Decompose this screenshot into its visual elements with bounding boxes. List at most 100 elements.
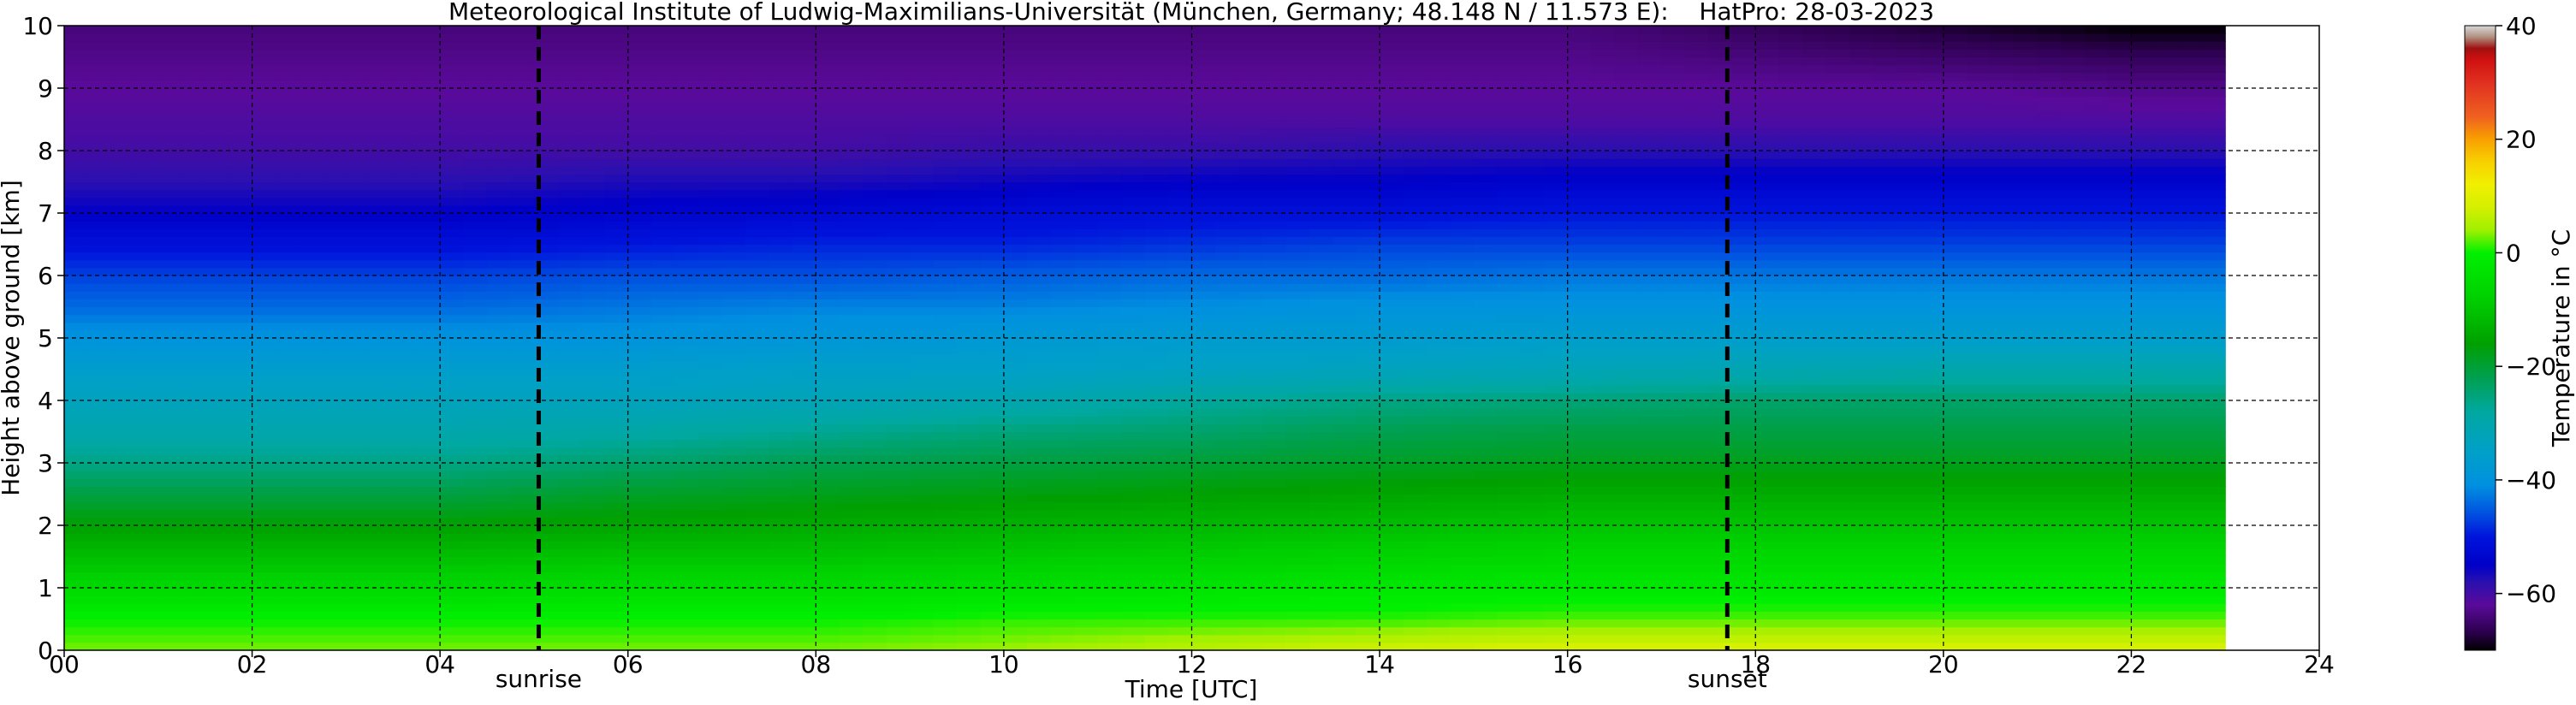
heatmap-cell (1214, 369, 1239, 378)
heatmap-cell (1333, 267, 1357, 276)
heatmap-cell (440, 509, 465, 518)
heatmap-cell (1121, 626, 1146, 636)
heatmap-cell (416, 486, 441, 495)
heatmap-cell (1074, 572, 1099, 581)
heatmap-cell (276, 431, 300, 441)
heatmap-cell (299, 533, 323, 542)
heatmap-cell (674, 80, 699, 89)
heatmap-cell (510, 525, 535, 534)
heatmap-cell (980, 26, 1005, 34)
heatmap-cell (110, 56, 135, 66)
heatmap-cell (1380, 346, 1404, 354)
heatmap-cell (229, 478, 253, 487)
heatmap-cell (1380, 299, 1404, 308)
heatmap-cell (510, 424, 535, 433)
heatmap-cell (1027, 463, 1052, 471)
heatmap-cell (1003, 267, 1028, 276)
heatmap-cell (745, 291, 770, 299)
heatmap-cell (157, 501, 182, 511)
heatmap-cell (1403, 603, 1427, 612)
heatmap-cell (1380, 142, 1404, 151)
heatmap-cell (1403, 119, 1427, 128)
heatmap-cell (910, 424, 935, 433)
heatmap-cell (721, 501, 746, 511)
heatmap-cell (1121, 642, 1146, 650)
heatmap-cell (792, 471, 816, 479)
heatmap-cell (604, 314, 629, 323)
heatmap-cell (533, 619, 559, 628)
heatmap-cell (580, 424, 605, 433)
heatmap-cell (299, 49, 323, 58)
heatmap-cell (64, 267, 89, 276)
heatmap-cell (229, 376, 253, 386)
heatmap-cell (910, 142, 935, 151)
heatmap-cell (487, 478, 512, 487)
heatmap-cell (957, 259, 982, 269)
heatmap-cell (580, 525, 605, 534)
heatmap-cell (910, 228, 935, 237)
heatmap-cell (1309, 189, 1333, 198)
heatmap-cell (276, 252, 300, 261)
heatmap-cell (110, 533, 135, 542)
heatmap-cell (863, 556, 887, 566)
heatmap-cell (1497, 416, 1522, 424)
heatmap-cell (698, 525, 723, 534)
heatmap-cell (205, 204, 229, 214)
heatmap-cell (1003, 626, 1028, 636)
heatmap-cell (181, 501, 206, 511)
heatmap-cell (1121, 361, 1146, 370)
heatmap-cell (299, 611, 323, 620)
heatmap-cell (416, 346, 441, 354)
heatmap-cell (110, 579, 135, 589)
heatmap-cell (299, 283, 323, 292)
heatmap-cell (87, 424, 112, 433)
heatmap-cell (721, 509, 746, 518)
heatmap-cell (181, 181, 206, 191)
heatmap-cell (87, 478, 112, 487)
heatmap-cell (580, 291, 605, 299)
heatmap-cell (863, 416, 887, 424)
heatmap-cell (157, 556, 182, 566)
heatmap-cell (863, 525, 887, 534)
heatmap-cell (745, 166, 770, 175)
heatmap-cell (721, 259, 746, 269)
heatmap-cell (87, 392, 112, 401)
heatmap-cell (1309, 267, 1333, 276)
heatmap-cell (463, 611, 488, 620)
heatmap-cell (487, 299, 512, 308)
heatmap-cell (110, 64, 135, 74)
heatmap-cell (604, 88, 629, 97)
heatmap-cell (463, 494, 488, 503)
heatmap-cell (839, 642, 864, 650)
heatmap-cell (1214, 181, 1239, 191)
heatmap-cell (276, 619, 300, 628)
heatmap-cell (557, 119, 582, 128)
heatmap-cell (1168, 197, 1193, 206)
heatmap-cell (393, 252, 418, 261)
heatmap-cell (1238, 259, 1263, 269)
heatmap-cell (487, 49, 512, 58)
heatmap-cell (792, 478, 816, 487)
heatmap-cell (510, 369, 535, 378)
heatmap-cell (627, 64, 652, 74)
heatmap-cell (769, 548, 793, 558)
heatmap-cell (557, 642, 582, 650)
heatmap-cell (1097, 204, 1122, 214)
heatmap-cell (910, 634, 935, 643)
heatmap-cell (1261, 361, 1286, 370)
heatmap-cell (463, 283, 488, 292)
heatmap-cell (674, 111, 699, 121)
heatmap-cell (1473, 619, 1498, 628)
heatmap-cell (1261, 471, 1286, 479)
heatmap-cell (674, 26, 699, 34)
heatmap-cell (839, 127, 864, 136)
heatmap-cell (487, 204, 512, 214)
heatmap-cell (1003, 189, 1028, 198)
heatmap-cell (1144, 228, 1169, 237)
heatmap-cell (487, 221, 512, 229)
heatmap-cell (440, 33, 465, 42)
heatmap-cell (1380, 33, 1404, 42)
heatmap-cell (510, 564, 535, 573)
heatmap-cell (1473, 119, 1498, 128)
heatmap-cell (369, 626, 394, 636)
